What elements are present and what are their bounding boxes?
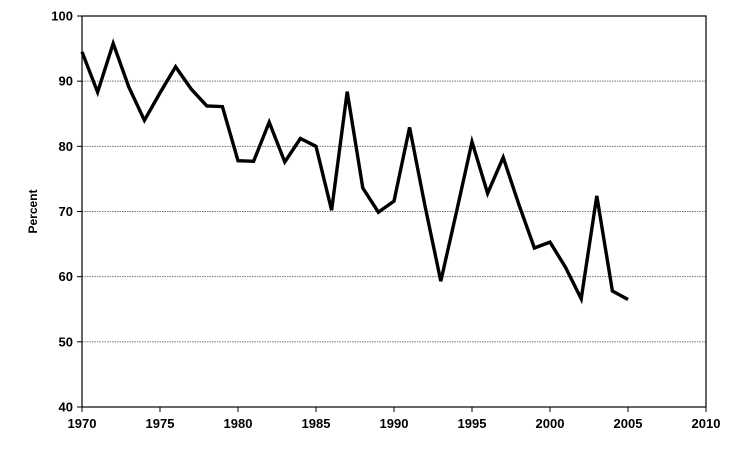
y-tick-label: 40 [59, 400, 73, 415]
x-tick-label: 1970 [68, 416, 97, 431]
x-tick-label: 1990 [380, 416, 409, 431]
y-tick-label: 90 [59, 74, 73, 89]
y-tick-label: 80 [59, 139, 73, 154]
series-line [80, 38, 629, 305]
x-tick-label: 2000 [536, 416, 565, 431]
gridlines [82, 80, 706, 343]
x-tick-label: 1975 [146, 416, 175, 431]
x-tick-label: 1985 [302, 416, 331, 431]
y-tick-label: 100 [51, 9, 73, 24]
series-group [80, 38, 629, 305]
y-tick-label: 60 [59, 269, 73, 284]
y-tick-label: 50 [59, 334, 73, 349]
plot-area-frame [81, 15, 707, 408]
y-tick-label: 70 [59, 204, 73, 219]
x-tick-label: 1995 [458, 416, 487, 431]
x-tick-label: 2010 [692, 416, 721, 431]
x-tick-label: 1980 [224, 416, 253, 431]
x-tick-label: 2005 [614, 416, 643, 431]
y-tick-labels: 40 50 60 70 80 90 100 [51, 9, 82, 415]
y-axis-title: Percent [26, 189, 40, 233]
x-tick-labels: 1970 1975 1980 1985 1990 1995 2000 2005 2010 [68, 407, 721, 431]
